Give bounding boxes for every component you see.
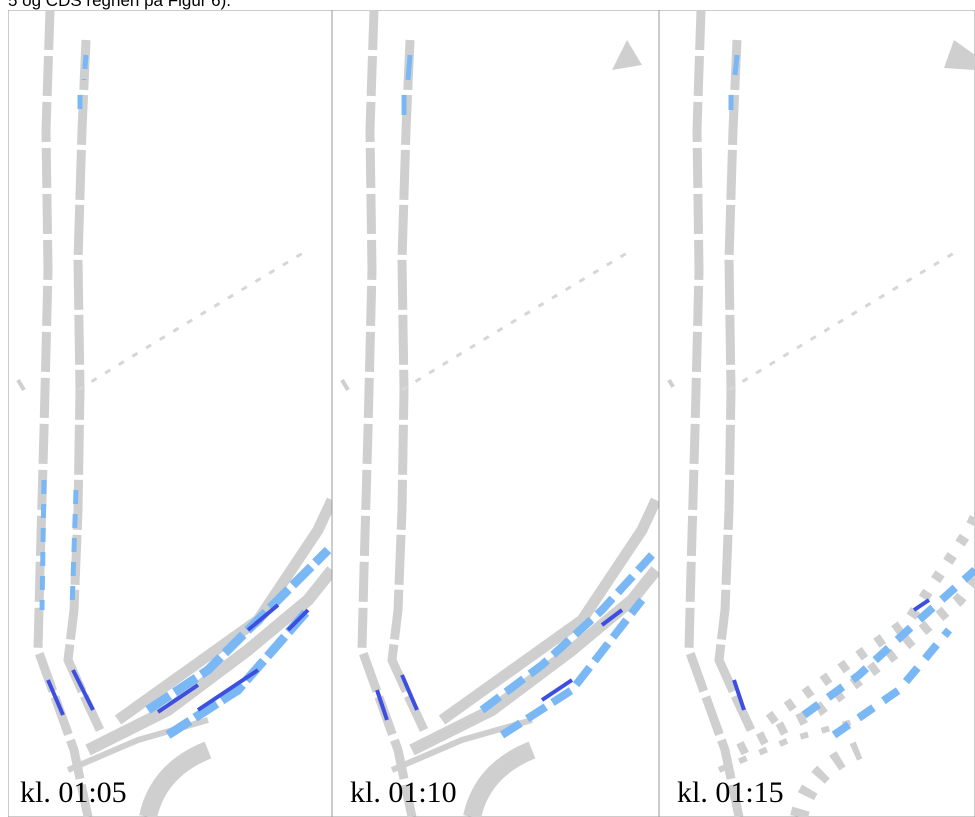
map-panel: kl. 01:15 xyxy=(658,10,975,817)
map-panel: kl. 01:05 xyxy=(8,10,332,817)
figure: kl. 01:05 kl. 01:10 kl. 01:15 xyxy=(8,10,975,817)
map-panel: kl. 01:10 xyxy=(331,10,659,817)
header-text: 5 og CDS regnen på Figur 6). xyxy=(8,0,232,10)
panel-label: kl. 01:10 xyxy=(350,776,457,809)
panel-label: kl. 01:05 xyxy=(20,776,127,809)
panel-label: kl. 01:15 xyxy=(677,776,784,809)
